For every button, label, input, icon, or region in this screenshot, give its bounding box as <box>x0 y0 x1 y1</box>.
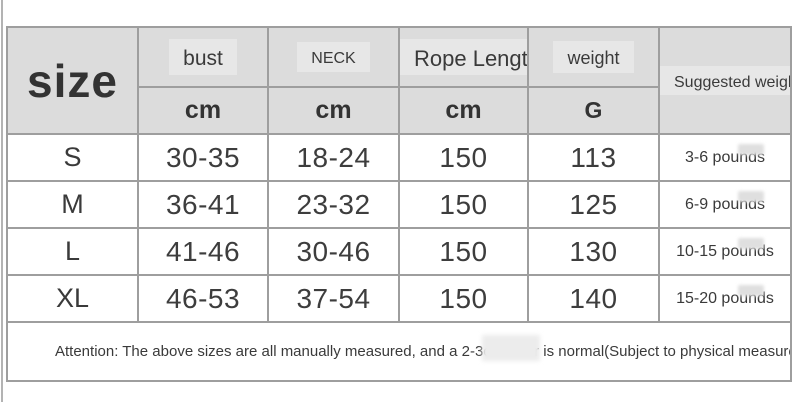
header-suggested-weight: Suggested weight <box>658 26 792 135</box>
cell-M-neck: 23-32 <box>267 180 400 229</box>
footer-content: Attention: The above sizes are all manua… <box>9 343 789 360</box>
cell-L-bust: 41-46 <box>137 227 269 276</box>
attention-note: Attention: The above sizes are all manua… <box>55 343 605 360</box>
cell-L-rope-length: 150 <box>398 227 529 276</box>
header-size-label: size <box>27 54 118 107</box>
cell-L-suggested-weight: 10-15 pounds <box>658 227 792 276</box>
cell-M-weight: 125 <box>527 180 660 229</box>
cell-S-rope-length: 150 <box>398 133 529 182</box>
header-neck-label: NECK <box>297 42 370 72</box>
header-rope-length: Rope Length <box>398 26 529 88</box>
cell-S-neck: 18-24 <box>267 133 400 182</box>
row-M: M 36-41 23-32 150 125 6-9 pounds <box>6 180 792 229</box>
cell-S-suggested-weight: 3-6 pounds <box>658 133 792 182</box>
watermark-artifact <box>738 238 764 249</box>
cell-L-size: L <box>6 227 139 276</box>
unit-bust: cm <box>137 86 269 135</box>
row-S: S 30-35 18-24 150 113 3-6 pounds <box>6 133 792 182</box>
header-row-labels: size bust NECK Rope Length weight Sugges… <box>6 26 792 135</box>
row-XL: XL 46-53 37-54 150 140 15-20 pounds <box>6 274 792 323</box>
unit-weight-label: G <box>584 97 603 123</box>
cell-M-rope-length: 150 <box>398 180 529 229</box>
watermark-artifact <box>738 285 764 296</box>
cell-L-weight: 130 <box>527 227 660 276</box>
cell-XL-weight: 140 <box>527 274 660 323</box>
size-chart-table: size bust NECK Rope Length weight Sugges… <box>6 26 792 382</box>
table-body: S 30-35 18-24 150 113 3-6 pounds M 36-41… <box>6 133 792 323</box>
footer-row: Attention: The above sizes are all manua… <box>6 321 792 382</box>
footer-cell: Attention: The above sizes are all manua… <box>6 321 792 382</box>
left-edge-artifact-line <box>1 0 3 402</box>
header-bust: bust <box>137 26 269 88</box>
table-footer: Attention: The above sizes are all manua… <box>6 321 792 382</box>
header-rope-length-label: Rope Length <box>401 38 526 76</box>
subject-note: (Subject to physical measurement) <box>604 343 789 360</box>
watermark-artifact <box>738 144 764 155</box>
table-header: size bust NECK Rope Length weight Sugges… <box>6 26 792 135</box>
cell-S-size: S <box>6 133 139 182</box>
cell-XL-rope-length: 150 <box>398 274 529 323</box>
unit-rope-length-label: cm <box>445 96 482 124</box>
row-L: L 41-46 30-46 150 130 10-15 pounds <box>6 227 792 276</box>
header-neck: NECK <box>267 26 400 88</box>
watermark-artifact <box>482 335 540 361</box>
cell-S-bust: 30-35 <box>137 133 269 182</box>
header-size: size <box>6 26 139 135</box>
cell-XL-bust: 46-53 <box>137 274 269 323</box>
watermark-artifact <box>738 191 764 202</box>
cell-M-size: M <box>6 180 139 229</box>
cell-S-weight: 113 <box>527 133 660 182</box>
cell-M-suggested-weight: 6-9 pounds <box>658 180 792 229</box>
unit-rope-length: cm <box>398 86 529 135</box>
header-suggested-weight-label: Suggested weight <box>661 65 789 96</box>
header-row-units: cm cm cm G <box>7 86 791 135</box>
unit-neck: cm <box>267 86 400 135</box>
header-bust-label: bust <box>169 39 237 75</box>
header-weight-label: weight <box>553 41 634 73</box>
cell-XL-neck: 37-54 <box>267 274 400 323</box>
cell-L-neck: 30-46 <box>267 227 400 276</box>
unit-bust-label: cm <box>184 96 222 124</box>
unit-neck-label: cm <box>315 96 352 124</box>
header-weight: weight <box>527 26 660 88</box>
cell-XL-size: XL <box>6 274 139 323</box>
unit-weight: G <box>527 86 660 135</box>
cell-XL-suggested-weight: 15-20 pounds <box>658 274 792 323</box>
cell-M-bust: 36-41 <box>137 180 269 229</box>
